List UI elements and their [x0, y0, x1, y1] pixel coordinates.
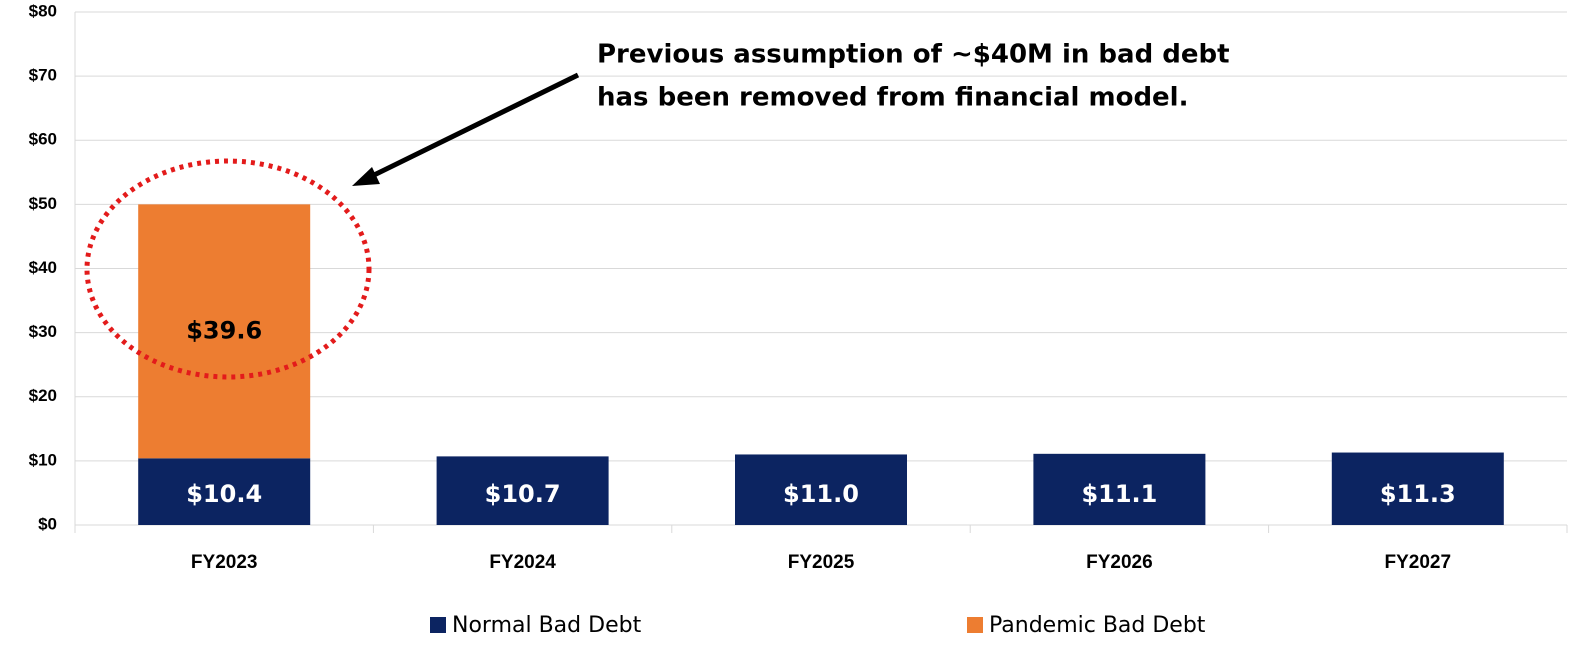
bar-segment: [1331, 452, 1504, 525]
value-label: $10.7: [485, 480, 561, 508]
y-tick-label: $80: [29, 1, 57, 20]
bar-segment: [138, 458, 311, 525]
y-tick-label: $70: [29, 66, 57, 85]
value-label: $10.4: [186, 480, 262, 508]
highlight-ellipse: [84, 158, 372, 380]
value-label: $11.0: [783, 480, 859, 508]
y-tick-label: $40: [29, 258, 57, 277]
bar-segment: [735, 454, 907, 525]
x-tick-label: FY2026: [1086, 552, 1153, 573]
legend-swatch: [967, 617, 983, 633]
x-tick-label: FY2024: [489, 552, 556, 573]
y-tick-label: $30: [29, 322, 57, 341]
bar-segment: [436, 456, 609, 525]
y-tick-label: $10: [29, 450, 57, 469]
y-tick-label: $20: [29, 386, 57, 405]
legend-label: Pandemic Bad Debt: [989, 613, 1206, 638]
y-tick-label: $50: [29, 194, 57, 213]
x-tick-label: FY2023: [191, 552, 258, 573]
bars: [138, 204, 1504, 525]
grid: [74, 11, 1568, 533]
arrow-head: [352, 167, 380, 186]
annotation: Previous assumption of ~$40M in bad debt: [597, 40, 1230, 70]
annotation: has been removed from financial model.: [597, 83, 1188, 113]
value-label: $39.6: [186, 316, 262, 344]
y-tick-label: $60: [29, 130, 57, 149]
x-tick-label: FY2027: [1385, 552, 1452, 573]
value-label: $11.3: [1380, 480, 1456, 508]
legend-swatch: [430, 617, 446, 633]
bar-segment: [1033, 453, 1206, 525]
legend-label: Normal Bad Debt: [452, 613, 642, 638]
y-tick-label: $0: [38, 514, 57, 533]
value-label: $11.1: [1081, 480, 1157, 508]
bar-segment: [138, 204, 311, 459]
annotation-arrow: [366, 72, 580, 181]
x-tick-label: FY2025: [788, 552, 855, 573]
